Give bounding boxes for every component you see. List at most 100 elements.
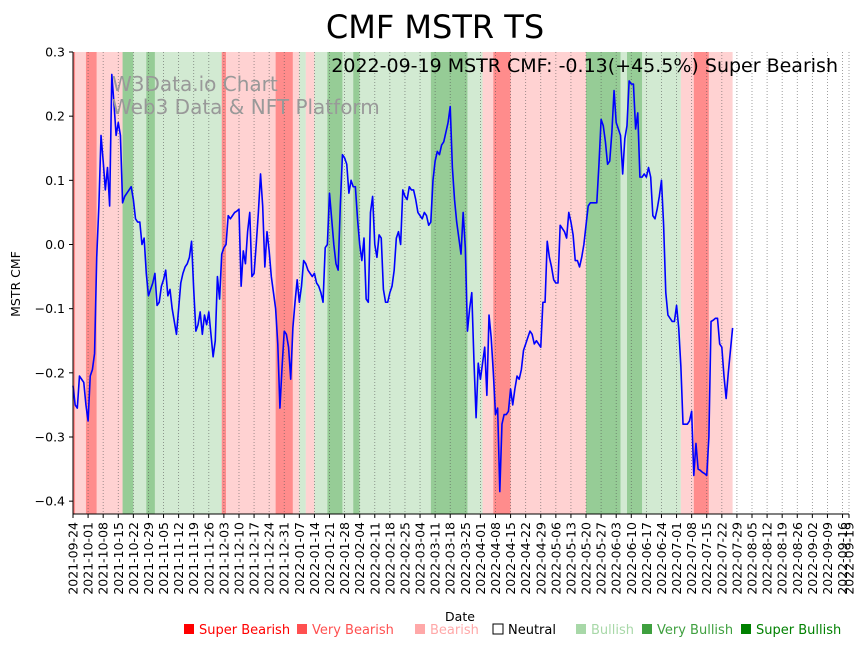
x-tick-label: 2022-03-18 [443, 522, 458, 595]
y-tick-label: −0.3 [35, 430, 65, 445]
x-tick-label: 2022-05-06 [548, 522, 563, 595]
x-tick-label: 2022-04-01 [473, 522, 488, 595]
band-bullish [620, 52, 627, 514]
x-tick-label: 2022-03-11 [428, 522, 443, 595]
x-tick-label: 2021-11-26 [201, 522, 216, 595]
y-tick-label: 0.1 [45, 173, 65, 188]
band-bullish [663, 52, 681, 514]
band-bearish [708, 52, 733, 514]
x-tick-label: 2022-07-22 [714, 522, 729, 595]
legend-swatch [184, 624, 194, 634]
x-tick-label: 2021-11-05 [156, 522, 171, 595]
x-tick-label: 2022-05-13 [563, 522, 578, 595]
legend-label: Very Bullish [657, 623, 733, 638]
legend-swatch [415, 624, 425, 634]
x-tick-label: 2022-01-28 [337, 522, 352, 595]
legend-swatch [642, 624, 652, 634]
band-bearish [305, 52, 315, 514]
x-tick-label: 2022-08-12 [760, 522, 775, 595]
y-tick-label: 0.3 [45, 45, 65, 60]
band-bullish [342, 52, 354, 514]
band-bullish [299, 52, 306, 514]
x-tick-label: 2022-02-11 [367, 522, 382, 595]
legend-swatch [492, 623, 504, 635]
legend-swatch [576, 624, 586, 634]
x-tick-label: 2022-04-22 [518, 522, 533, 595]
x-tick-label: 2021-10-22 [126, 522, 141, 595]
x-tick-label: 2022-07-08 [684, 522, 699, 595]
y-tick-label: −0.4 [35, 494, 65, 509]
x-tick-label: 2022-08-05 [745, 522, 760, 595]
x-tick-label: 2022-03-04 [413, 522, 428, 595]
regime-bands [73, 52, 733, 514]
x-tick-label: 2022-01-07 [292, 522, 307, 595]
band-bullish [359, 52, 431, 514]
x-tick-label: 2022-09-09 [820, 522, 835, 595]
band-bullish [314, 52, 328, 514]
x-tick-label: 2021-12-03 [216, 522, 231, 595]
legend-swatch [297, 624, 307, 634]
band-bearish [680, 52, 694, 514]
x-tick-label: 2022-04-08 [488, 522, 503, 595]
legend-label: Very Bearish [312, 623, 394, 638]
band-bearish [482, 52, 494, 514]
x-tick-label: 2021-11-12 [171, 522, 186, 595]
band-very-bullish [353, 52, 360, 514]
chart-headline: 2022-09-19 MSTR CMF: -0.13(+45.5%) Super… [331, 55, 838, 77]
legend-label: Bearish [430, 623, 479, 638]
y-axis-label: MSTR CMF [8, 251, 23, 317]
legend-label: Bullish [591, 623, 634, 638]
y-ticks: 0.3 0.2 0.1 0.0 −0.1 −0.2 −0.3 −0.4 [35, 45, 73, 509]
x-tick-label: 2021-12-10 [231, 522, 246, 595]
legend-label: Super Bearish [199, 623, 290, 638]
series-line [72, 73, 734, 493]
band-super-bearish [693, 52, 709, 514]
x-ticks: 2021-09-24 2021-10-01 2021-10-08 2021-10-15… [66, 514, 857, 595]
band-bullish [133, 52, 147, 514]
x-tick-label: 2022-06-10 [624, 522, 639, 595]
x-tick-label: 2022-09-16 [835, 522, 850, 595]
x-tick-label: 2022-07-01 [669, 522, 684, 595]
chart-title: CMF MSTR TS [326, 8, 544, 46]
x-tick-label: 2021-10-15 [111, 522, 126, 595]
legend: Super Bearish Very Bearish Bearish Neutral B… [184, 623, 841, 638]
x-tick-label: 2022-05-20 [579, 522, 594, 595]
x-tick-label: 2022-01-21 [322, 522, 337, 595]
x-tick-label: 2022-06-17 [639, 522, 654, 595]
y-tick-label: 0.0 [45, 237, 65, 252]
band-bearish [75, 52, 86, 514]
band-very-bullish [122, 52, 134, 514]
band-very-bullish [146, 52, 155, 514]
x-tick-label: 2022-04-29 [533, 522, 548, 595]
band-very-bullish [327, 52, 343, 514]
band-bullish [467, 52, 483, 514]
x-axis-label: Date [445, 609, 475, 624]
watermark-line-1: W3Data.io Chart [112, 72, 278, 96]
x-tick-label: 2021-12-24 [262, 522, 277, 595]
x-tick-label: 2022-06-24 [654, 522, 669, 595]
band-bearish [96, 52, 123, 514]
band-bearish [510, 52, 543, 514]
x-tick-label: 2022-02-25 [397, 522, 412, 595]
x-tick-label: 2021-10-08 [96, 522, 111, 595]
x-tick-label: 2022-04-15 [503, 522, 518, 595]
x-tick-label: 2021-11-19 [186, 522, 201, 595]
legend-swatch [741, 624, 751, 634]
x-tick-label: 2022-05-27 [594, 522, 609, 595]
legend-label: Neutral [508, 623, 556, 638]
band-bullish [642, 52, 664, 514]
band-super-bearish [493, 52, 511, 514]
band-super-bearish [73, 52, 76, 514]
band-very-bullish [430, 52, 468, 514]
x-tick-label: 2021-10-01 [81, 522, 96, 595]
y-tick-label: −0.2 [35, 365, 65, 380]
band-bullish [154, 52, 222, 514]
x-tick-label: 2021-10-29 [141, 522, 156, 595]
legend-label: Super Bullish [756, 623, 841, 638]
x-tick-label: 2022-07-15 [699, 522, 714, 595]
x-tick-label: 2022-09-19 [842, 522, 857, 595]
x-tick-label: 2021-12-31 [277, 522, 292, 595]
x-tick-label: 2022-08-19 [775, 522, 790, 595]
